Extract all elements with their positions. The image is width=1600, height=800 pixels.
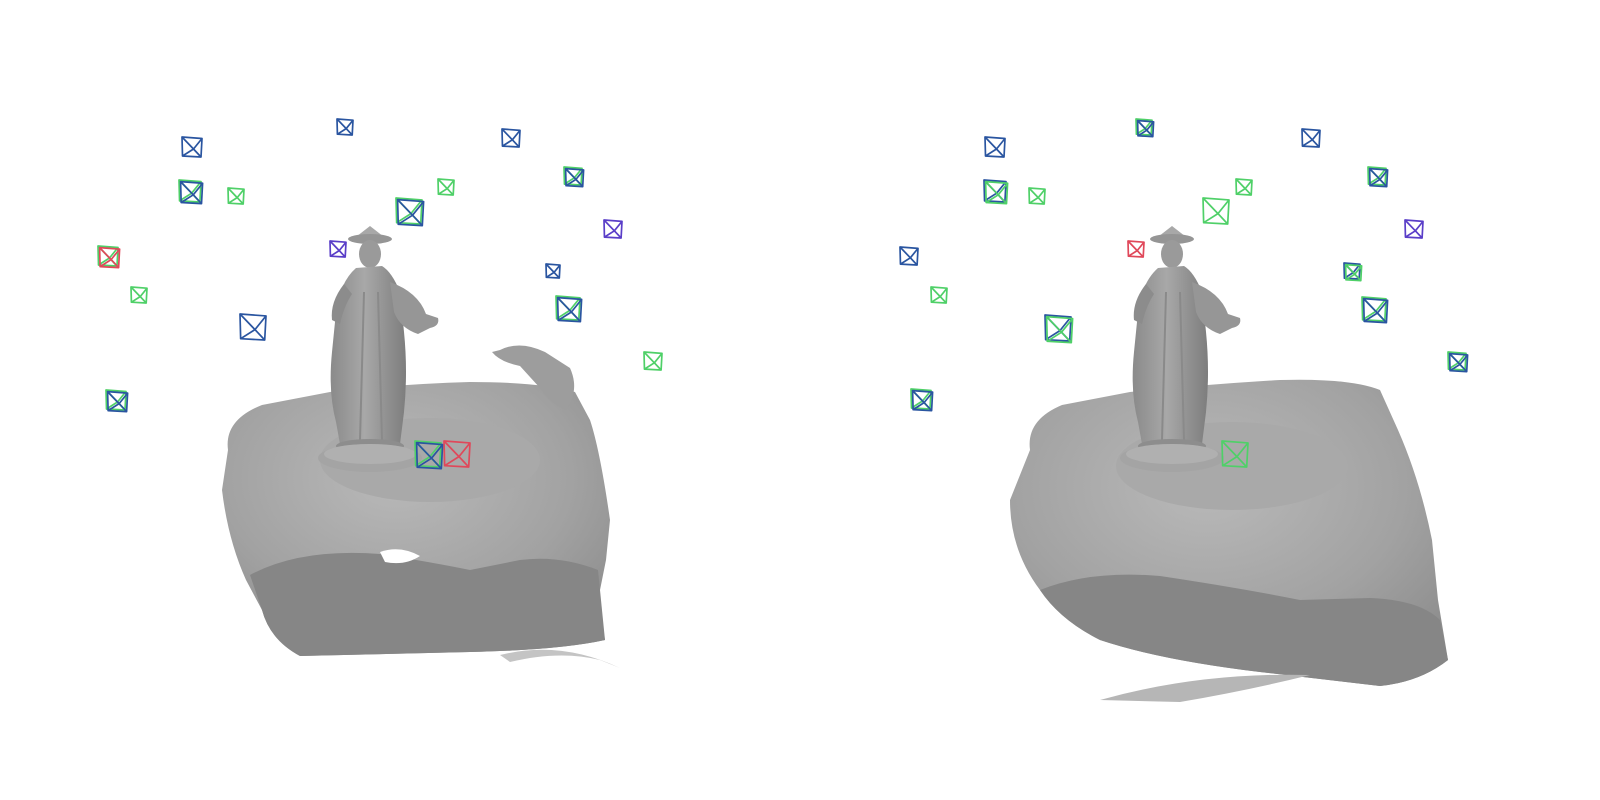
camera-frustum <box>1044 314 1074 344</box>
camera-frustum <box>1028 187 1046 205</box>
camera-frustum <box>329 240 347 258</box>
left-mesh <box>222 225 620 668</box>
camera-frustum <box>899 246 919 266</box>
camera-frustum <box>181 136 203 158</box>
camera-frustum <box>501 128 521 148</box>
camera-frustum <box>178 179 204 205</box>
camera-frustum <box>1343 262 1363 282</box>
camera-frustum <box>1135 118 1155 138</box>
camera-frustum <box>603 219 623 239</box>
camera-frustum <box>1404 219 1424 239</box>
camera-frustum <box>1202 197 1230 225</box>
camera-frustum <box>1301 128 1321 148</box>
camera-frustum <box>1361 296 1389 324</box>
camera-frustum <box>97 245 121 269</box>
camera-frustum <box>1367 166 1389 188</box>
camera-frustum <box>555 295 583 323</box>
camera-frustum <box>1235 178 1253 196</box>
camera-frustum <box>910 388 934 412</box>
camera-frustum <box>643 351 663 371</box>
camera-frustum <box>1447 351 1469 373</box>
camera-frustum <box>130 286 148 304</box>
camera-frustum <box>1221 440 1249 468</box>
camera-frustum <box>395 197 425 227</box>
camera-frustums-right <box>899 118 1469 468</box>
camera-frustum <box>1127 240 1145 258</box>
right-mesh <box>1010 225 1448 702</box>
camera-frustum <box>930 286 948 304</box>
camera-frustum <box>437 178 455 196</box>
camera-frustum <box>984 136 1006 158</box>
camera-frustum <box>983 179 1009 205</box>
camera-frustum <box>545 263 561 279</box>
camera-frustum <box>443 440 471 468</box>
camera-frustum <box>336 118 354 136</box>
camera-frustums-left <box>97 118 663 470</box>
camera-frustum <box>105 389 129 413</box>
camera-frustum <box>227 187 245 205</box>
camera-frustum <box>239 313 267 341</box>
camera-frustum <box>563 166 585 188</box>
camera-frustum <box>414 440 444 470</box>
